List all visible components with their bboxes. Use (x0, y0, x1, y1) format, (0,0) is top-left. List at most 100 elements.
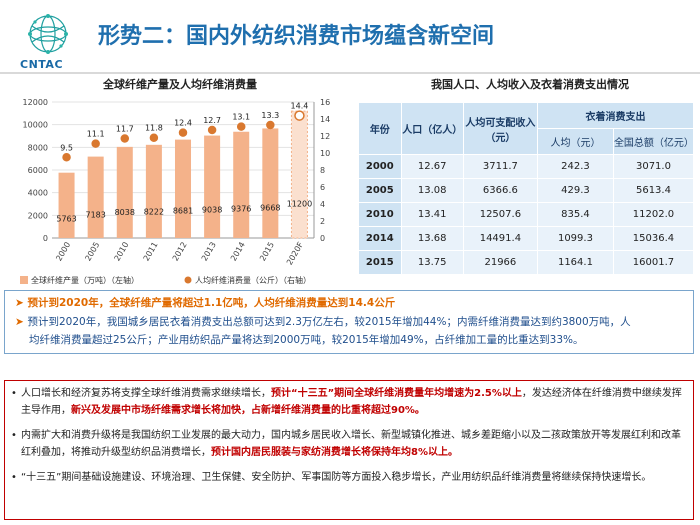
analysis-paragraph-3: • “十三五”期间基础设施建设、环境治理、卫生保健、安全防护、军事国防等方面投入稳… (11, 469, 685, 486)
left-axis-tick: 4000 (28, 189, 48, 198)
bar-label: 8222 (144, 208, 164, 217)
page-title: 形势二：国内外纺织消费市场蕴含新空间 (98, 24, 495, 49)
right-axis-tick: 14 (320, 115, 330, 124)
bullet-icon: • (11, 430, 17, 441)
cell-total: 3071.0 (612, 154, 695, 179)
bar-label: 9668 (260, 204, 280, 213)
left-axis-tick: 8000 (28, 143, 48, 152)
cell-per-capita: 1099.3 (536, 226, 614, 251)
x-tick-label: 2000 (54, 241, 72, 263)
legend-bar-label: 全球纤维产量（万吨）（左轴） (31, 275, 139, 285)
x-tick-label: 2012 (171, 241, 189, 263)
bar (204, 135, 221, 238)
consumption-table: 年份 人口（亿人） 人均可支配收入（元） 衣着消费支出 人均（元） 全国总额（亿… (358, 102, 695, 275)
cell-total: 16001.7 (612, 250, 695, 275)
table-row: 2000 12.67 3711.7 242.3 3071.0 (358, 154, 695, 179)
dot (207, 125, 217, 135)
bar-label: 5763 (56, 215, 76, 224)
left-axis-tick: 12000 (23, 98, 48, 107)
left-axis-tick: 6000 (28, 166, 48, 175)
cell-income: 12507.6 (462, 202, 538, 227)
bar (262, 128, 279, 238)
fiber-chart: 0 2000 4000 6000 8000 10000 12000 0 2 4 6 8 10 12 14 16… (20, 98, 330, 285)
th-year: 年份 (358, 102, 402, 155)
dot-label: 11.8 (145, 124, 163, 133)
left-axis-tick: 10000 (23, 121, 48, 130)
dot-label: 9.5 (60, 143, 73, 152)
right-axis-tick: 0 (320, 234, 325, 243)
forecast-line-1: ➤ 预计到2020年，全球纤维产量将超过1.1亿吨，人均纤维消费量达到14.4公… (15, 297, 396, 309)
cell-population: 12.67 (400, 154, 464, 179)
cell-income: 6366.6 (462, 178, 538, 203)
x-tick-label: 2010 (113, 241, 131, 263)
bar-label: 7183 (85, 211, 105, 220)
right-axis-tick: 16 (320, 98, 330, 107)
cell-population: 13.68 (400, 226, 464, 251)
cell-per-capita: 242.3 (536, 154, 614, 179)
cell-total: 11202.0 (612, 202, 695, 227)
bar-label: 9376 (231, 204, 251, 213)
cell-total: 5613.4 (612, 178, 695, 203)
dot-label: 12.4 (174, 119, 192, 128)
chart-title: 全球纤维产量及人均纤维消费量 (103, 78, 257, 91)
dot-label: 11.1 (87, 130, 105, 139)
table-row: 2014 13.68 14491.4 1099.3 15036.4 (358, 226, 695, 251)
legend-dot-label: 人均纤维消费量（公斤）（右轴） (195, 275, 311, 285)
right-axis-tick: 10 (320, 149, 330, 158)
dot (236, 122, 246, 131)
cell-year: 2015 (358, 250, 402, 275)
forecast-line-2: ➤ 预计到2020年，我国城乡居民衣着消费支出总额可达到2.3万亿左右，较201… (15, 316, 631, 328)
cell-year: 2014 (358, 226, 402, 251)
x-tick-label: 2011 (142, 241, 160, 263)
forecast-line-3: 均纤维消费量超过25公斤；产业用纺织品产量将达到2000万吨，较2015年增加4… (29, 334, 584, 346)
right-axis-tick: 8 (320, 166, 325, 175)
cell-per-capita: 835.4 (536, 202, 614, 227)
dot-label: 13.1 (232, 113, 250, 122)
x-tick-label: 2013 (200, 241, 218, 263)
th-total: 全国总额（亿元） (612, 128, 695, 155)
x-tick-label: 2015 (258, 241, 276, 263)
dot-label: 13.3 (261, 111, 279, 120)
bar (290, 110, 308, 239)
bar (58, 172, 75, 238)
cell-income: 21966 (462, 250, 538, 275)
header-divider (0, 72, 700, 74)
th-clothing: 衣着消费支出 (536, 102, 695, 129)
table-row: 2010 13.41 12507.6 835.4 11202.0 (358, 202, 695, 227)
bar-label: 9038 (202, 205, 222, 214)
right-axis-tick: 6 (320, 183, 325, 192)
th-per-capita: 人均（元） (536, 128, 614, 155)
table-row: 2015 13.75 21966 1164.1 16001.7 (358, 250, 695, 275)
bar (174, 139, 192, 238)
right-axis-tick: 12 (320, 132, 330, 141)
legend-bar-swatch (20, 276, 28, 284)
table-title: 我国人口、人均收入及衣着消费支出情况 (431, 78, 629, 91)
bullet-icon: • (11, 472, 17, 483)
bar (233, 131, 250, 238)
bullet-icon: • (11, 388, 17, 399)
dot-label: 11.7 (116, 125, 134, 134)
x-tick-label: 2020F (285, 240, 305, 266)
cell-per-capita: 429.3 (536, 178, 614, 203)
cell-year: 2010 (358, 202, 402, 227)
left-axis-tick: 2000 (28, 211, 48, 220)
dot (120, 134, 130, 143)
th-population: 人口（亿人） (400, 102, 464, 155)
dot (149, 133, 159, 142)
dot-label: 14.4 (291, 102, 309, 111)
bar-label: 8681 (173, 206, 193, 215)
bar (145, 144, 162, 238)
x-tick-label: 2005 (83, 241, 101, 263)
cell-population: 13.08 (400, 178, 464, 203)
logo-text: CNTAC (20, 58, 64, 71)
cell-population: 13.75 (400, 250, 464, 275)
cell-income: 14491.4 (462, 226, 538, 251)
cell-year: 2005 (358, 178, 402, 203)
table-row: 2005 13.08 6366.6 429.3 5613.4 (358, 178, 695, 203)
right-axis-tick: 4 (320, 200, 325, 209)
dot (178, 128, 188, 137)
cell-year: 2000 (358, 154, 402, 179)
dot (91, 139, 100, 148)
cntac-logo-icon (28, 14, 68, 54)
x-tick-label: 2014 (229, 241, 247, 263)
